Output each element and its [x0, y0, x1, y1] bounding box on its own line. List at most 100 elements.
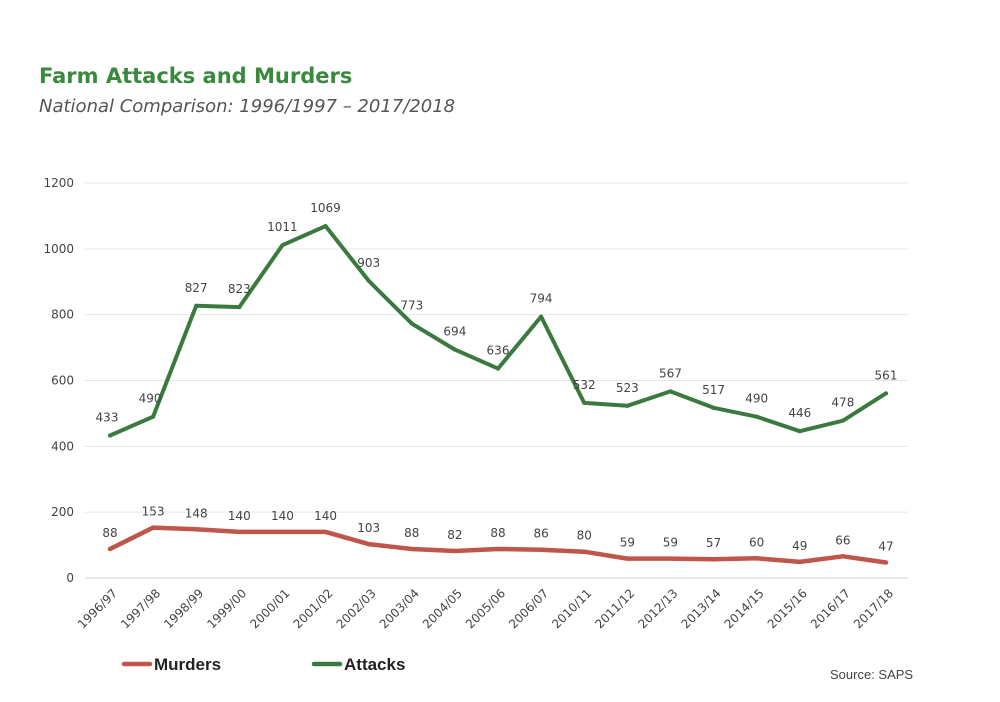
x-tick-label: 1996/97	[75, 586, 120, 631]
attacks-point	[539, 314, 544, 319]
murders-data-label: 88	[404, 526, 419, 540]
attacks-data-label: 517	[702, 383, 725, 397]
murders-data-label: 47	[878, 540, 893, 554]
attacks-point	[366, 278, 371, 283]
murders-point	[840, 554, 845, 559]
x-tick-label: 2006/07	[506, 586, 551, 631]
attacks-point	[496, 366, 500, 371]
chart-title: Farm Attacks and Murders	[39, 64, 353, 88]
x-tick-label: 2016/17	[808, 586, 853, 631]
attacks-point	[884, 391, 888, 396]
murders-point	[409, 547, 414, 552]
attacks-data-label: 478	[831, 396, 854, 410]
legend: Murders Attacks	[121, 655, 405, 674]
attacks-point	[194, 303, 199, 308]
y-tick-label: 1000	[43, 242, 74, 256]
attacks-data-label: 433	[96, 410, 119, 424]
murders-point	[539, 547, 544, 552]
y-tick-label: 600	[51, 374, 74, 388]
murders-point	[366, 542, 371, 547]
murders-data-label: 140	[271, 509, 294, 523]
y-tick-label: 0	[66, 571, 74, 585]
y-tick-label: 200	[51, 505, 74, 519]
x-tick-label: 2011/12	[592, 586, 637, 631]
murders-point	[711, 557, 716, 562]
x-tick-label: 2017/18	[851, 586, 896, 631]
attacks-point	[668, 389, 673, 394]
grid-lines	[85, 182, 908, 579]
attacks-point	[625, 403, 630, 408]
attacks-data-label: 532	[573, 378, 596, 392]
murders-point	[496, 547, 500, 552]
attacks-point	[323, 224, 328, 229]
murders-point	[280, 529, 285, 534]
attacks-data-label: 694	[443, 325, 466, 339]
attacks-data-label: 773	[400, 299, 423, 313]
attacks-data-label: 490	[745, 392, 768, 406]
murders-data-label: 140	[314, 509, 337, 523]
attacks-data-label: 636	[487, 344, 510, 358]
murders-data-label: 82	[447, 528, 462, 542]
murders-point	[754, 556, 759, 561]
attacks-data-label: 561	[875, 368, 898, 382]
y-axis-ticks: 0 200 400 600 800 1000 1200	[43, 176, 74, 585]
murders-point	[668, 556, 673, 561]
x-tick-label: 2000/01	[247, 586, 292, 631]
attacks-point	[840, 418, 845, 423]
attacks-data-label: 1011	[267, 220, 298, 234]
attacks-data-label: 823	[228, 282, 251, 296]
x-tick-label: 2014/15	[722, 586, 767, 631]
murders-point	[323, 529, 328, 534]
y-tick-label: 1200	[43, 176, 74, 190]
murders-point	[452, 549, 457, 554]
attacks-point	[452, 347, 457, 352]
attacks-point	[797, 429, 802, 434]
x-axis-ticks: 1996/971997/981998/991999/002000/012001/…	[75, 586, 896, 631]
data-labels: 88 153 148 140 140 140 103 88 82 88 86 80 59 59 57 60 49…	[96, 201, 898, 553]
attacks-point	[151, 414, 156, 419]
x-tick-label: 1999/00	[204, 586, 249, 631]
y-tick-label: 400	[51, 439, 74, 453]
murders-data-label: 103	[357, 521, 380, 535]
x-tick-label: 2013/14	[679, 586, 724, 631]
murders-data-label: 148	[185, 506, 208, 520]
attacks-data-label: 523	[616, 381, 639, 395]
murders-data-label: 80	[577, 529, 592, 543]
murders-data-label: 140	[228, 509, 251, 523]
attacks-legend-label: Attacks	[344, 655, 405, 674]
attacks-data-label: 1069	[310, 201, 341, 215]
murders-data-label: 88	[102, 526, 117, 540]
attacks-data-label: 446	[788, 406, 811, 420]
attacks-data-label: 490	[139, 392, 162, 406]
murders-point	[625, 556, 630, 561]
murders-point	[108, 547, 112, 552]
chart-subtitle: National Comparison: 1996/1997 – 2017/20…	[39, 96, 456, 117]
x-tick-label: 2010/11	[549, 586, 594, 631]
murders-point	[884, 560, 888, 565]
attacks-data-label: 794	[530, 292, 553, 306]
x-tick-label: 2002/03	[334, 586, 379, 631]
x-tick-label: 2015/16	[765, 586, 810, 631]
x-tick-label: 2004/05	[420, 586, 465, 631]
murders-data-label: 60	[749, 535, 764, 549]
murders-point	[797, 559, 802, 564]
murders-data-label: 66	[835, 533, 850, 547]
x-tick-label: 2005/06	[463, 586, 508, 631]
murders-data-label: 153	[142, 505, 165, 519]
attacks-point	[108, 433, 112, 438]
series-lines	[107, 224, 889, 565]
murders-data-label: 88	[490, 526, 505, 540]
murders-data-label: 86	[533, 527, 548, 541]
attacks-data-label: 903	[357, 256, 380, 270]
x-tick-label: 2003/04	[377, 586, 422, 631]
attacks-data-label: 567	[659, 366, 682, 380]
x-tick-label: 1998/99	[161, 586, 206, 631]
x-tick-label: 2001/02	[291, 586, 336, 631]
attacks-point	[754, 414, 759, 419]
x-tick-label: 2012/13	[635, 586, 680, 631]
x-tick-label: 1997/98	[118, 586, 163, 631]
murders-data-label: 49	[792, 539, 807, 553]
murders-point	[194, 527, 199, 532]
attacks-point	[409, 321, 414, 326]
